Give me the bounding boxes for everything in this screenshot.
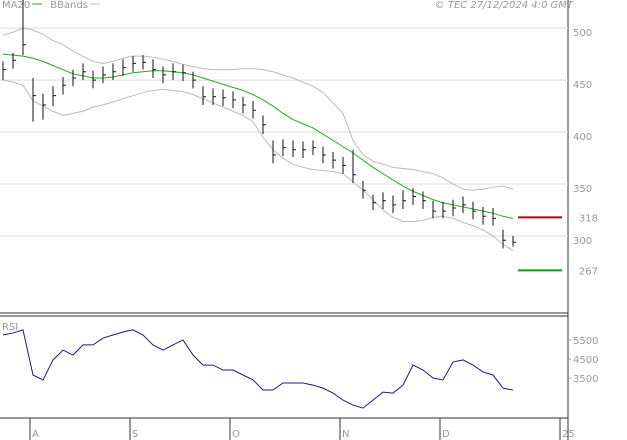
- y-tick-label: 400: [573, 132, 592, 143]
- source: © TEC 27/12/2024 4:0 GMT: [435, 0, 574, 11]
- x-tick-label: O: [232, 429, 240, 440]
- y-tick-label: 3500: [573, 374, 598, 385]
- ohlc-bar: [112, 63, 116, 81]
- ohlc-bar: [132, 56, 136, 72]
- ohlc-bar: [102, 66, 106, 84]
- ohlc-bar: [262, 115, 266, 135]
- ohlc-bar: [142, 55, 146, 70]
- ohlc-bar: [232, 91, 236, 109]
- ohlc-bar: [2, 61, 6, 81]
- y-tick-label: 4500: [573, 355, 598, 366]
- ohlc-bar: [342, 157, 346, 174]
- ohlc-bar: [422, 191, 426, 210]
- ohlc-bar: [492, 207, 496, 226]
- ohlc-bar: [272, 140, 276, 164]
- ohlc-bar: [452, 199, 456, 217]
- ohlc-bar: [42, 93, 46, 120]
- ohlc-bar: [222, 89, 226, 107]
- bband-lower: [2, 79, 514, 252]
- ohlc-bar: [482, 206, 486, 225]
- y-tick-label: 350: [573, 184, 592, 195]
- ohlc-bar: [282, 139, 286, 156]
- ohlc-bar: [202, 86, 206, 106]
- y-tick-label: 450: [573, 80, 592, 91]
- rsi-title: RSI: [2, 322, 18, 333]
- x-tick-label: A: [32, 429, 39, 440]
- ohlc-bar: [12, 53, 16, 69]
- x-tick-label: S: [132, 429, 138, 440]
- ohlc-bar: [192, 71, 196, 89]
- y-tick-label: 5500: [573, 336, 598, 347]
- bband-upper: [2, 27, 514, 191]
- ohlc-bar: [322, 146, 326, 164]
- ohlc-bar: [462, 196, 466, 214]
- ma-line: [2, 53, 514, 219]
- ohlc-bar: [72, 69, 76, 87]
- ohlc-bar: [362, 180, 366, 199]
- level-label: 318: [579, 213, 598, 224]
- ohlc-bar: [82, 63, 86, 81]
- ohlc-bar: [292, 140, 296, 158]
- ohlc-bar: [212, 88, 216, 106]
- ohlc-bar: [392, 195, 396, 214]
- ohlc-bar: [312, 140, 316, 155]
- ohlc-bar: [122, 59, 126, 76]
- x-tick-label: 25: [562, 429, 575, 440]
- ohlc-bar: [52, 86, 56, 107]
- y-tick-label: 500: [573, 28, 592, 39]
- ohlc-bar: [332, 151, 336, 169]
- x-tick-label: D: [442, 429, 450, 440]
- ohlc-bar: [402, 190, 406, 210]
- legend-label: BBands: [50, 0, 88, 11]
- ohlc-bar: [62, 76, 66, 95]
- ohlc-bar: [372, 194, 376, 211]
- ohlc-bar: [382, 192, 386, 210]
- ohlc-bar: [22, 0, 26, 56]
- legend-label: MA20: [2, 0, 30, 11]
- ohlc-bar: [472, 201, 476, 220]
- ohlc-bar: [502, 229, 506, 249]
- ohlc-bar: [182, 64, 186, 82]
- ohlc-bar: [162, 66, 166, 84]
- ohlc-bar: [152, 59, 156, 78]
- ohlc-bar: [442, 201, 446, 219]
- ohlc-bar: [92, 70, 96, 89]
- rsi-line: [2, 329, 514, 409]
- ohlc-bar: [412, 188, 416, 205]
- ohlc-bar: [432, 200, 436, 219]
- y-tick-label: 300: [573, 236, 592, 247]
- ohlc-bar: [512, 236, 516, 247]
- ohlc-bar: [352, 149, 356, 184]
- ohlc-bar: [252, 100, 256, 119]
- ohlc-bar: [172, 63, 176, 81]
- x-tick-label: N: [342, 429, 349, 440]
- ohlc-bar: [242, 96, 246, 114]
- level-label: 267: [579, 266, 598, 277]
- ohlc-bar: [32, 77, 36, 122]
- ohlc-bar: [302, 141, 306, 159]
